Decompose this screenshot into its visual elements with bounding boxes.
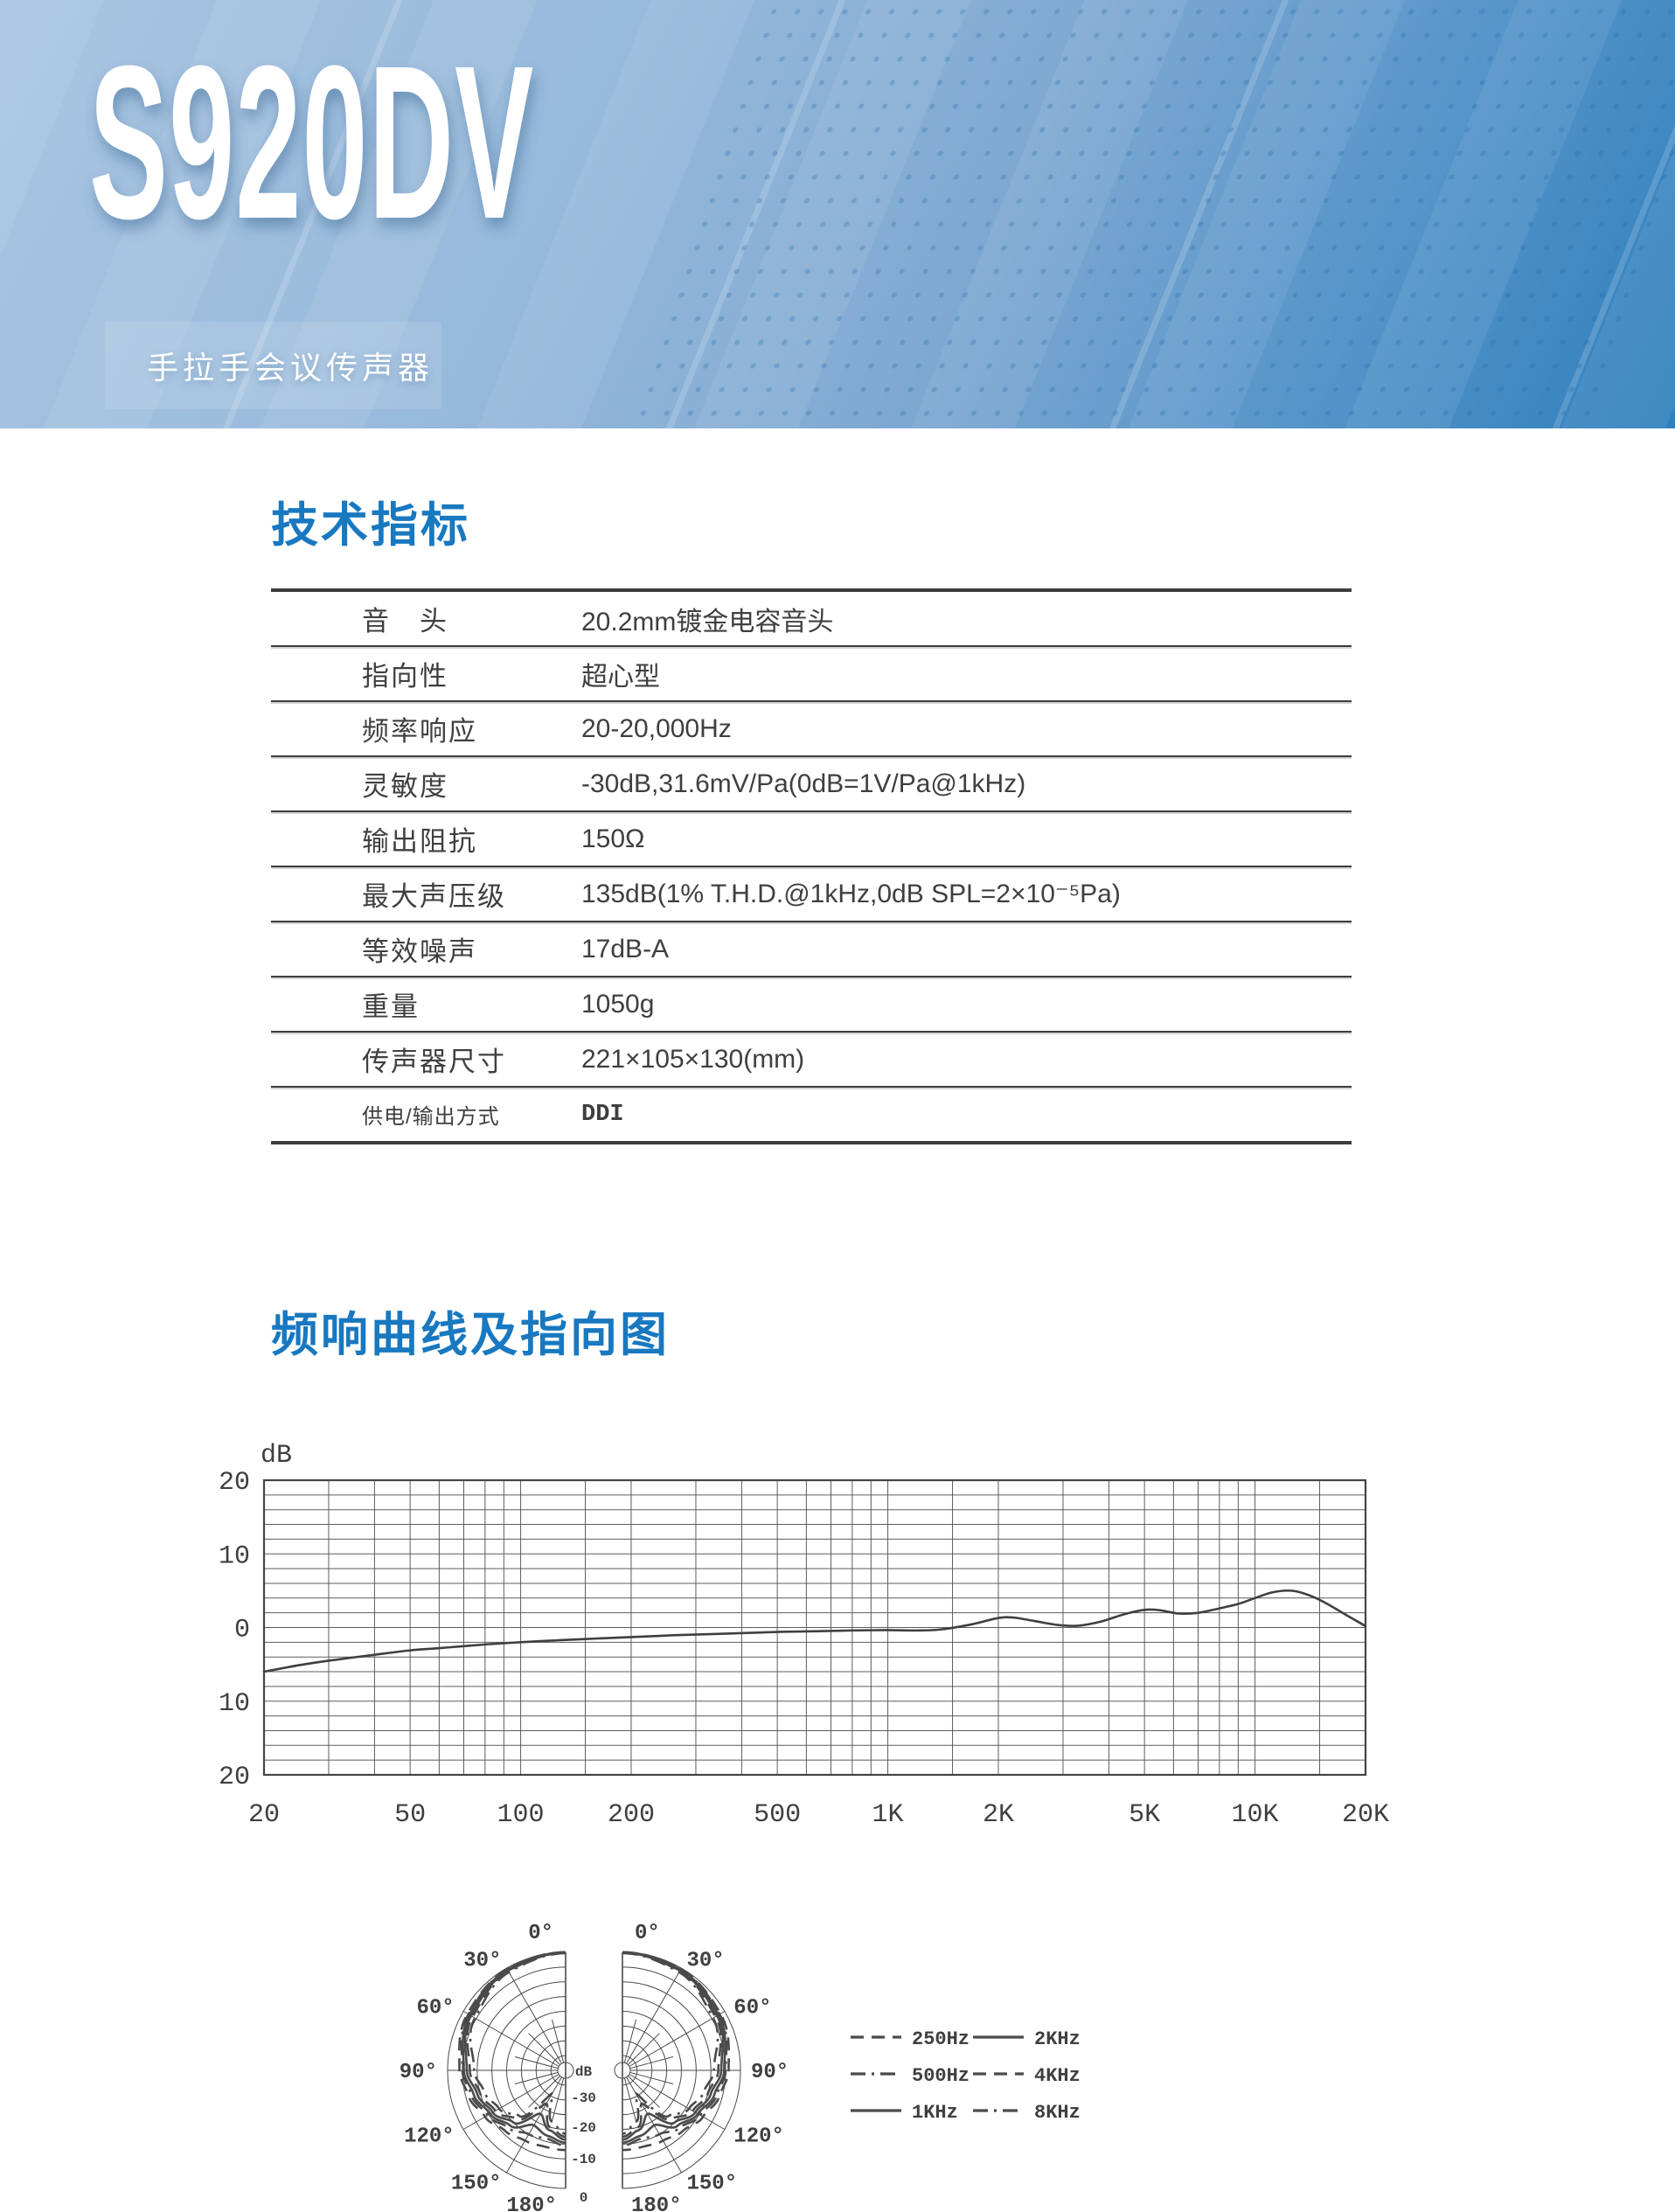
product-title: S920DV (89, 20, 535, 264)
polar-curve-8KHz (469, 1951, 566, 2135)
polar-curve-2KHz (622, 1951, 725, 2141)
polar-curve-8KHz (622, 1951, 719, 2135)
spec-row: 频率响应 20-20,000Hz (271, 702, 1352, 757)
svg-text:120°: 120° (404, 2125, 455, 2149)
svg-text:20: 20 (219, 1763, 250, 1792)
response-curve (262, 1589, 1367, 1673)
svg-text:60°: 60° (733, 1997, 771, 2021)
svg-text:200: 200 (608, 1800, 655, 1830)
spec-label: 频率响应 (362, 716, 477, 747)
legend-label: 4KHz (1034, 2065, 1081, 2087)
svg-text:0°: 0° (528, 1922, 553, 1945)
spec-label: 供电/输出方式 (362, 1105, 500, 1129)
spec-label: 输出阻抗 (362, 826, 477, 857)
legend-label: 250Hz (912, 2028, 970, 2050)
svg-text:dB: dB (261, 1441, 292, 1471)
spec-label: 灵敏度 (362, 771, 448, 802)
legend-label: 2KHz (1034, 2028, 1081, 2050)
svg-text:dB: dB (575, 2064, 593, 2080)
legend-label: 1KHz (912, 2102, 958, 2124)
header-banner: S920DV 手拉手会议传声器 (0, 0, 1675, 428)
curves-section-title: 频响曲线及指向图 (271, 1309, 670, 1361)
polar-curve-250Hz (622, 1951, 731, 2152)
svg-text:1K: 1K (872, 1800, 904, 1830)
svg-text:0°: 0° (635, 1922, 660, 1945)
svg-text:5K: 5K (1129, 1800, 1160, 1830)
svg-text:0: 0 (234, 1616, 250, 1645)
polar-curve-2KHz (463, 1951, 566, 2141)
polar-left-half: 0° 30° 60° 90° 120° 150°180° (400, 1922, 574, 2212)
spec-label: 最大声压级 (362, 881, 506, 912)
spec-value: 20-20,000Hz (581, 713, 732, 743)
svg-text:20: 20 (219, 1468, 250, 1498)
spec-row: 灵敏度 -30dB,31.6mV/Pa(0dB=1V/Pa@1kHz) (271, 757, 1352, 812)
product-subtitle-box: 手拉手会议传声器 (105, 322, 441, 409)
polar-legend: 250Hz 500Hz 1KHz 2KHz 4KHz 8KHz (851, 2028, 1081, 2124)
svg-text:20: 20 (248, 1800, 280, 1830)
polar-pattern-chart: 0°30°60°90°120°150°180°0°30°60°90°120°15… (400, 1922, 789, 2212)
svg-text:10: 10 (219, 1689, 250, 1719)
polar-curve-1KHz (462, 1951, 566, 2144)
svg-text:30°: 30° (687, 1950, 725, 1973)
spec-value: 221×105×130(mm) (581, 1044, 805, 1074)
legend-label: 500Hz (912, 2065, 970, 2087)
svg-text:10: 10 (219, 1541, 250, 1571)
svg-text:-20: -20 (571, 2120, 596, 2136)
spec-value: 150Ω (581, 824, 645, 853)
svg-text:90°: 90° (400, 2061, 437, 2084)
spec-row: 输出阻抗 150Ω (271, 812, 1352, 867)
spec-row: 最大声压级 135dB(1% T.H.D.@1kHz,0dB SPL=2×10⁻⁵… (271, 867, 1352, 922)
spec-value: 17dB-A (581, 934, 670, 963)
spec-value: 20.2mm镀金电容音头 (581, 607, 834, 636)
polar-curve-1KHz (622, 1951, 726, 2144)
svg-text:100: 100 (497, 1800, 545, 1830)
svg-text:2K: 2K (983, 1800, 1014, 1830)
legend-label: 8KHz (1034, 2102, 1081, 2124)
specs-section-title: 技术指标 (271, 499, 470, 552)
polar-curve-250Hz (457, 1951, 566, 2152)
svg-text:30°: 30° (463, 1950, 501, 1973)
svg-text:-10: -10 (571, 2152, 596, 2167)
svg-text:150°: 150° (451, 2172, 502, 2195)
polar-curve-4KHz (466, 1951, 566, 2139)
spec-value: -30dB,31.6mV/Pa(0dB=1V/Pa@1kHz) (581, 769, 1026, 798)
svg-text:180°: 180° (631, 2195, 682, 2212)
header-stripes-decoration (0, 0, 1675, 428)
specs-table: 音 头 20.2mm镀金电容音头指向性 超心型频率响应 20-20,000Hz 灵敏度 -… (271, 588, 1352, 1144)
spec-row: 音 头 20.2mm镀金电容音头 (271, 592, 1352, 647)
svg-text:-30: -30 (571, 2090, 596, 2106)
spec-row: 供电/输出方式 DDI (271, 1088, 1352, 1141)
svg-text:0: 0 (580, 2190, 588, 2206)
spec-label: 传声器尺寸 (362, 1047, 506, 1077)
svg-text:60°: 60° (416, 1997, 454, 2021)
svg-text:50: 50 (394, 1800, 426, 1830)
product-subtitle: 手拉手会议传声器 (147, 350, 434, 386)
spec-value: 1050g (581, 989, 655, 1019)
spec-label: 音 头 (362, 606, 448, 636)
svg-text:10K: 10K (1232, 1800, 1279, 1830)
svg-text:120°: 120° (733, 2125, 784, 2149)
svg-text:150°: 150° (687, 2172, 738, 2195)
spec-label: 重量 (362, 991, 420, 1022)
svg-text:180°: 180° (506, 2195, 557, 2212)
polar-curve-4KHz (622, 1951, 722, 2139)
spec-row: 等效噪声 17dB-A (271, 922, 1352, 977)
spec-value: DDI (581, 1101, 624, 1128)
svg-text:500: 500 (754, 1800, 801, 1830)
polar-right-half: 0° 30° 60° 90° 120° 150° 180° (614, 1922, 789, 2212)
spec-label: 指向性 (362, 661, 448, 692)
spec-row: 传声器尺寸 221×105×130(mm) (271, 1033, 1352, 1088)
spec-value: 超心型 (581, 662, 660, 692)
spec-row: 重量 1050g (271, 977, 1352, 1033)
spec-label: 等效噪声 (362, 936, 477, 967)
spec-value: 135dB(1% T.H.D.@1kHz,0dB SPL=2×10⁻⁵Pa) (581, 880, 1121, 908)
svg-text:90°: 90° (751, 2061, 789, 2084)
spec-row: 指向性 超心型 (271, 647, 1352, 702)
svg-text:20K: 20K (1342, 1800, 1389, 1830)
